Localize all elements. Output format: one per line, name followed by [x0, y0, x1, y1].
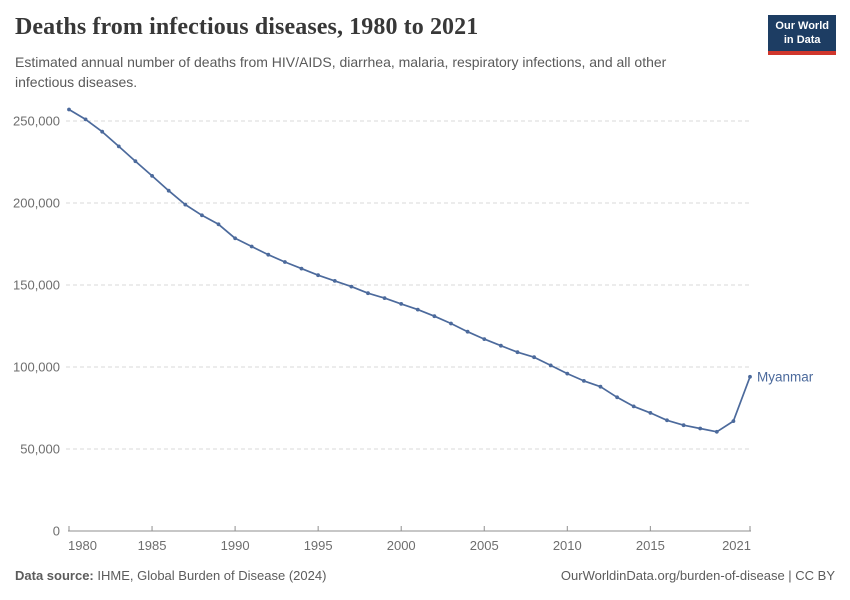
data-point — [349, 284, 354, 289]
data-point — [100, 129, 105, 134]
data-point — [133, 159, 138, 164]
data-point — [332, 279, 337, 283]
data-point — [432, 314, 437, 319]
data-point — [515, 350, 520, 355]
data-point — [582, 379, 586, 383]
data-point — [116, 144, 121, 149]
data-point — [283, 260, 287, 264]
data-point — [67, 107, 71, 112]
data-line — [68, 108, 751, 433]
data-point — [366, 291, 370, 296]
data-point — [382, 296, 387, 300]
data-point — [415, 307, 420, 312]
data-point — [233, 236, 238, 241]
data-point — [731, 419, 736, 423]
data-point — [299, 266, 304, 271]
data-point — [681, 423, 686, 428]
chart-footer: Data source: IHME, Global Burden of Dise… — [15, 568, 835, 583]
data-point — [200, 213, 204, 218]
data-point — [615, 395, 619, 400]
owid-logo-line1: Our World — [775, 20, 829, 32]
x-tick-label: 2015 — [636, 538, 665, 553]
data-source-note: Data source: IHME, Global Burden of Dise… — [15, 568, 326, 583]
credit-link: OurWorldinData.org/burden-of-disease | C… — [560, 568, 835, 583]
data-point — [399, 302, 404, 306]
owid-logo: Our World in Data — [768, 15, 836, 55]
data-source-text: IHME, Global Burden of Disease (2024) — [93, 568, 327, 583]
y-tick-label: 200,000 — [13, 196, 60, 211]
data-point — [83, 117, 88, 122]
y-tick-label: 0 — [53, 524, 60, 539]
data-point — [166, 188, 171, 193]
x-tick-label: 2021 — [722, 538, 751, 553]
data-point — [449, 321, 453, 326]
x-tick-label: 2000 — [387, 538, 416, 553]
data-point — [598, 384, 603, 389]
x-tick-label: 1990 — [221, 538, 250, 553]
data-point — [748, 374, 752, 379]
data-point — [665, 418, 669, 423]
page-title: Deaths from infectious diseases, 1980 to… — [15, 14, 479, 40]
data-point — [499, 343, 503, 348]
data-point — [249, 244, 254, 249]
chart-subtitle: Estimated annual number of deaths from H… — [15, 54, 667, 91]
owid-logo-line2: in Data — [783, 34, 821, 47]
data-point — [532, 355, 536, 360]
data-point — [482, 337, 487, 341]
data-point — [216, 222, 221, 227]
data-point — [631, 404, 636, 409]
data-point — [548, 363, 553, 368]
data-point — [714, 429, 719, 434]
data-source-label: Data source: — [15, 568, 94, 583]
y-tick-label: 250,000 — [13, 114, 60, 129]
x-tick-label: 1995 — [304, 538, 333, 553]
x-tick-label: 2005 — [470, 538, 499, 553]
data-point — [150, 174, 155, 178]
y-tick-label: 150,000 — [13, 278, 60, 293]
data-point — [698, 426, 703, 431]
x-tick-label: 2010 — [553, 538, 582, 553]
data-point — [183, 202, 188, 207]
x-tick-label: 1980 — [68, 538, 97, 553]
data-point — [266, 252, 271, 257]
y-tick-label: 50,000 — [20, 442, 60, 457]
data-point — [565, 371, 570, 376]
data-point — [648, 411, 653, 415]
y-tick-label: 100,000 — [13, 360, 60, 375]
entity-label: Myanmar — [757, 369, 814, 384]
data-point — [465, 329, 470, 334]
x-tick-label: 1985 — [138, 538, 167, 553]
data-point — [316, 273, 320, 278]
